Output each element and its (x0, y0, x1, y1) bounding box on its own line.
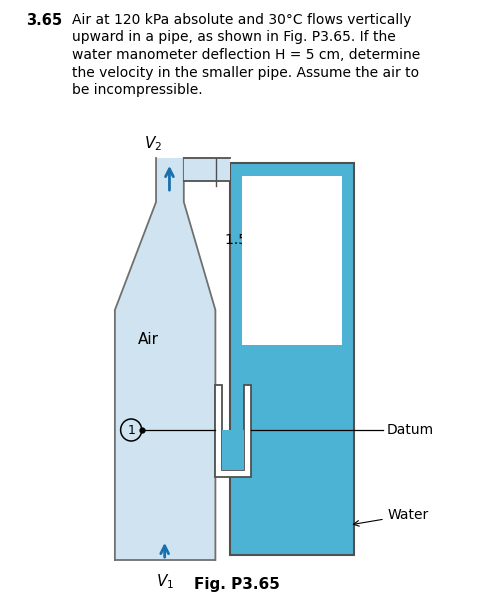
Text: Fig. P3.65: Fig. P3.65 (194, 577, 280, 593)
Text: 1.5 m: 1.5 m (225, 234, 265, 248)
Text: be incompressible.: be incompressible. (72, 83, 202, 97)
Text: Datum: Datum (387, 423, 434, 437)
Text: $V_1$: $V_1$ (156, 572, 174, 591)
Bar (242, 345, 342, 542)
Text: Air: Air (138, 332, 159, 347)
Text: $H$: $H$ (278, 385, 291, 400)
Text: Air at 120 kPa absolute and 30°C flows vertically: Air at 120 kPa absolute and 30°C flows v… (72, 13, 411, 27)
Text: water manometer deflection H = 5 cm, determine: water manometer deflection H = 5 cm, det… (72, 48, 420, 62)
Text: upward in a pipe, as shown in Fig. P3.65. If the: upward in a pipe, as shown in Fig. P3.65… (72, 30, 396, 45)
Polygon shape (215, 385, 251, 477)
Bar (184, 158, 230, 181)
Bar (230, 163, 354, 555)
Bar (242, 176, 342, 542)
Text: 1: 1 (127, 423, 135, 437)
Text: 3.65: 3.65 (26, 13, 62, 28)
Polygon shape (115, 158, 215, 560)
Text: Water: Water (353, 508, 429, 526)
Text: the velocity in the smaller pipe. Assume the air to: the velocity in the smaller pipe. Assume… (72, 65, 419, 80)
Text: $V_2$: $V_2$ (144, 134, 162, 153)
Bar (222, 430, 244, 470)
